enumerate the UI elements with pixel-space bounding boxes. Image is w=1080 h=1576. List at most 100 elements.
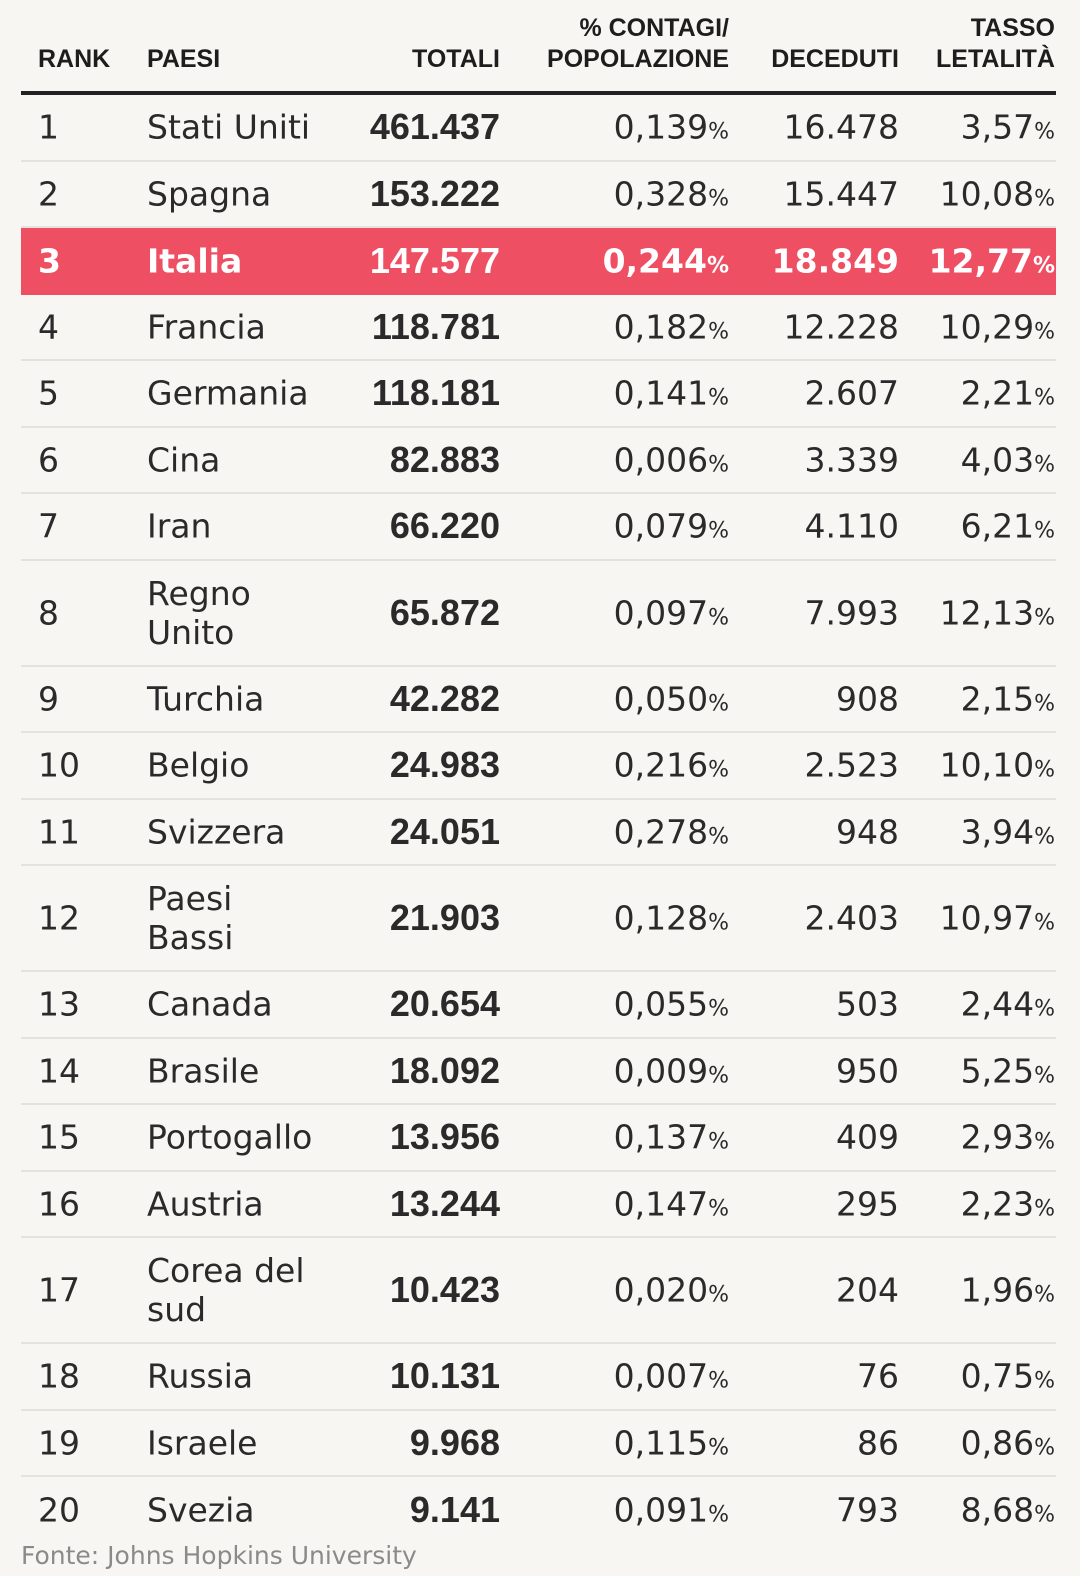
cell-rank: 8	[38, 593, 59, 632]
percent-sign: %	[1034, 1502, 1055, 1528]
percent-sign: %	[708, 1129, 729, 1155]
cell-deceduti-value: 4.110	[804, 506, 899, 546]
cell-tasso-letalita-value: 6,21	[960, 506, 1035, 546]
cell-rank-value: 17	[38, 1270, 80, 1310]
cell-pct-contagi: 0,009%	[614, 1051, 729, 1090]
table-row-highlighted: 3 Italia 147.577 0,244% 18.849 12,77%	[21, 228, 1056, 295]
cell-rank: 11	[38, 812, 80, 851]
cell-pct-contagi-value: 0,216	[613, 745, 709, 785]
cell-totali-value: 9.968	[409, 1421, 500, 1463]
cell-paese: Regno Unito	[147, 574, 327, 652]
cell-tasso-letalita: 12,13%	[940, 593, 1055, 632]
table-row: 1 Stati Uniti 461.437 0,139% 16.478 3,57%	[21, 95, 1056, 162]
cell-tasso-letalita-value: 0,75	[960, 1356, 1035, 1396]
cell-tasso-letalita: 10,10%	[940, 746, 1055, 785]
cell-paese-value: Russia	[147, 1356, 254, 1396]
cell-paese: Iran	[147, 507, 327, 546]
cell-paese: Belgio	[147, 746, 327, 785]
cell-tasso-letalita-value: 10,08	[939, 174, 1035, 214]
cell-deceduti: 908	[836, 679, 899, 718]
cell-totali-value: 21.903	[389, 897, 500, 938]
cell-rank-value: 20	[38, 1490, 80, 1530]
table-row: 10 Belgio 24.983 0,216% 2.523 10,10%	[21, 733, 1056, 800]
table-row: 8 Regno Unito 65.872 0,097% 7.993 12,13%	[21, 561, 1056, 667]
cell-rank: 19	[38, 1423, 80, 1462]
percent-sign: %	[708, 757, 729, 783]
cell-pct-contagi-value: 0,147	[613, 1184, 709, 1224]
cell-deceduti: 18.849	[772, 242, 899, 281]
cell-rank: 1	[38, 108, 59, 147]
cell-deceduti: 948	[836, 812, 899, 851]
cell-tasso-letalita-value: 10,29	[939, 307, 1035, 347]
cell-paese: Brasile	[147, 1051, 327, 1090]
percent-sign: %	[708, 824, 729, 850]
cell-deceduti-value: 295	[836, 1184, 899, 1224]
percent-sign: %	[1034, 1282, 1055, 1308]
cell-tasso-letalita-value: 8,68	[960, 1490, 1035, 1530]
cell-pct-contagi: 0,097%	[614, 593, 729, 632]
percent-sign: %	[1034, 1435, 1055, 1461]
cell-totali: 10.423	[390, 1269, 500, 1311]
cell-deceduti-value: 7.993	[804, 593, 899, 632]
cell-totali: 153.222	[370, 173, 500, 215]
table-row: 4 Francia 118.781 0,182% 12.228 10,29%	[21, 295, 1056, 361]
table-row: 20 Svezia 9.141 0,091% 793 8,68%	[21, 1477, 1056, 1544]
cell-rank: 9	[38, 679, 59, 718]
cell-pct-contagi-value: 0,278	[613, 812, 709, 852]
cell-tasso-letalita: 3,57%	[961, 108, 1055, 147]
cell-tasso-letalita: 2,23%	[961, 1184, 1055, 1223]
cell-rank-value: 6	[38, 440, 59, 480]
table-row: 2 Spagna 153.222 0,328% 15.447 10,08%	[21, 162, 1056, 228]
percent-sign: %	[708, 691, 729, 717]
cell-pct-contagi: 0,055%	[614, 985, 729, 1024]
cell-rank-value: 10	[38, 745, 80, 785]
table-row: 9 Turchia 42.282 0,050% 908 2,15%	[21, 667, 1056, 733]
cell-totali: 118.181	[372, 372, 500, 414]
percent-sign: %	[708, 605, 729, 630]
table-row: 18 Russia 10.131 0,007% 76 0,75%	[21, 1344, 1056, 1411]
cell-pct-contagi: 0,020%	[614, 1271, 729, 1310]
cell-pct-contagi-value: 0,079	[613, 506, 709, 546]
cell-paese-value: Italia	[147, 241, 243, 281]
cell-paese-value: Turchia	[147, 679, 265, 719]
cell-pct-contagi-value: 0,091	[613, 1490, 709, 1530]
cell-paese-value: Cina	[147, 440, 221, 480]
table-row: 13 Canada 20.654 0,055% 503 2,44%	[21, 972, 1056, 1039]
cell-pct-contagi: 0,328%	[614, 174, 729, 213]
cell-totali-value: 13.244	[389, 1182, 500, 1224]
cell-paese: Cina	[147, 440, 327, 479]
cell-pct-contagi-value: 0,097	[613, 593, 709, 632]
cell-tasso-letalita-value: 2,93	[960, 1117, 1035, 1157]
cell-totali: 18.092	[390, 1050, 500, 1092]
cell-rank: 18	[38, 1357, 80, 1396]
cell-rank-value: 12	[38, 898, 80, 938]
cell-deceduti-value: 2.523	[804, 745, 899, 785]
cell-deceduti: 409	[836, 1118, 899, 1157]
cell-deceduti: 295	[836, 1184, 899, 1223]
cell-deceduti-value: 18.849	[771, 241, 899, 281]
percent-sign: %	[706, 253, 729, 279]
percent-sign: %	[1034, 996, 1055, 1022]
cell-rank-value: 13	[38, 984, 80, 1024]
cell-paese-value: Corea del sud	[147, 1251, 305, 1329]
cell-rank-value: 7	[38, 506, 59, 546]
cell-rank-value: 4	[38, 307, 59, 347]
cell-tasso-letalita: 1,96%	[961, 1271, 1055, 1310]
cell-deceduti-value: 2.607	[804, 373, 899, 413]
cell-pct-contagi: 0,006%	[614, 440, 729, 479]
percent-sign: %	[1034, 691, 1055, 717]
cell-deceduti-value: 908	[836, 679, 899, 719]
cell-pct-contagi: 0,091%	[614, 1491, 729, 1530]
cell-tasso-letalita: 5,25%	[961, 1051, 1055, 1090]
cell-rank: 14	[38, 1051, 80, 1090]
cell-pct-contagi: 0,007%	[614, 1357, 729, 1396]
cell-pct-contagi: 0,182%	[614, 307, 729, 346]
cell-totali-value: 66.220	[389, 505, 500, 547]
cell-totali-value: 13.956	[389, 1116, 500, 1158]
percent-sign: %	[708, 186, 729, 212]
cell-totali: 13.244	[390, 1183, 500, 1225]
cell-totali-value: 18.092	[389, 1049, 500, 1091]
percent-sign: %	[708, 319, 729, 345]
cell-tasso-letalita: 10,97%	[940, 899, 1055, 938]
cell-paese-value: Iran	[147, 506, 212, 546]
